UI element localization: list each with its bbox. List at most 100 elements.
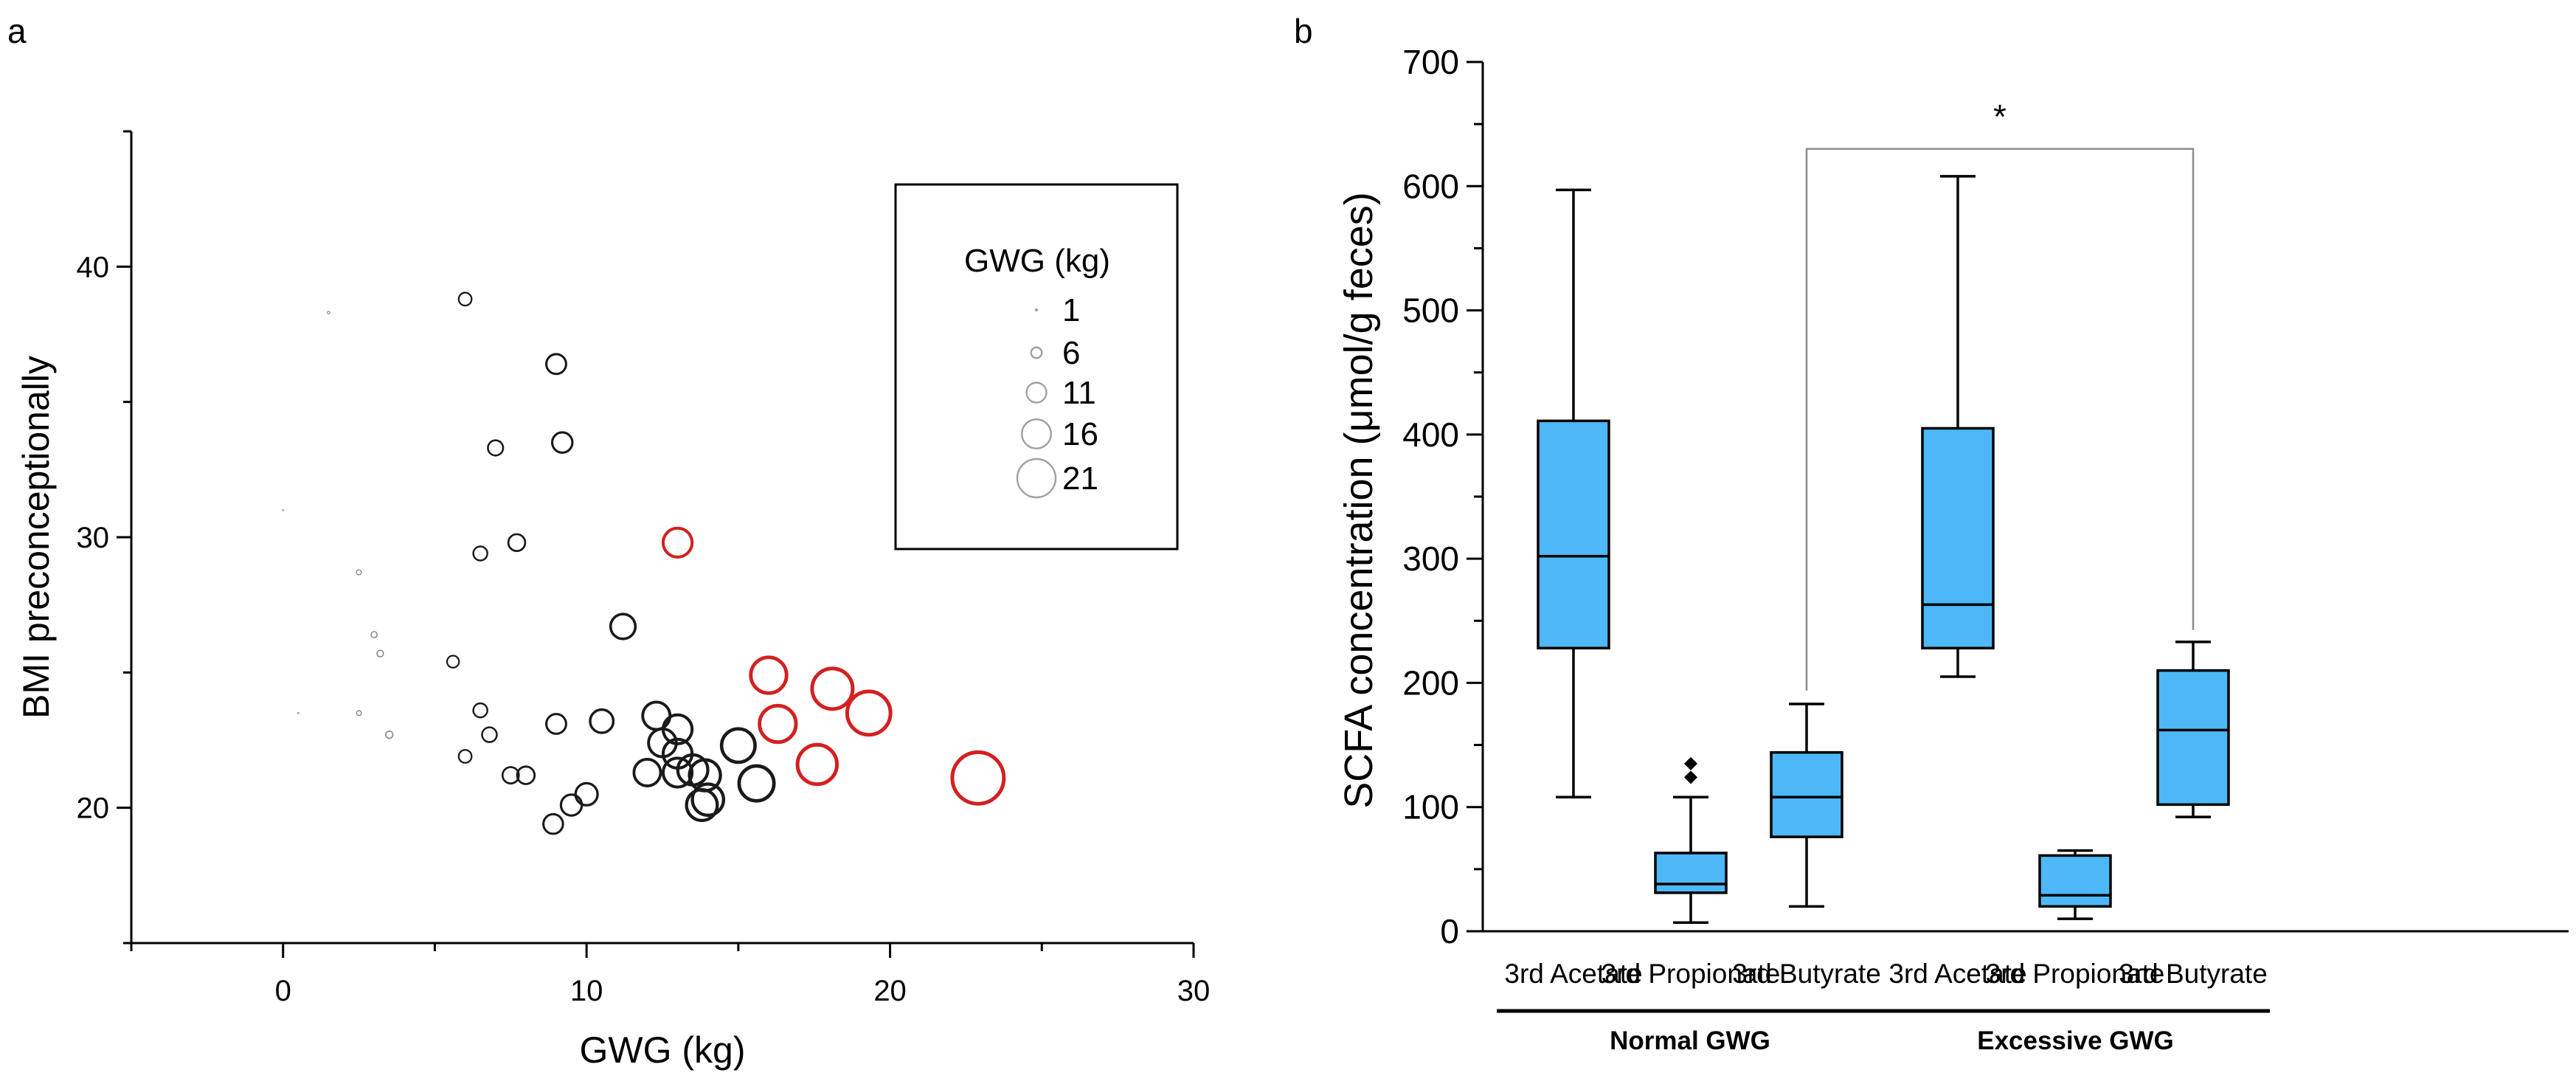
legend-marker	[1034, 308, 1039, 312]
data-point	[545, 713, 567, 735]
significance-bracket: *	[1805, 97, 2195, 691]
data-point	[356, 710, 362, 717]
panel-a-label: a	[7, 12, 27, 50]
data-point	[589, 708, 615, 734]
group-label: Excessive GWG	[1977, 1026, 2174, 1055]
outlier-marker	[1684, 756, 1697, 770]
data-point	[370, 631, 378, 638]
data-point	[481, 726, 498, 743]
y-tick-label: 700	[1402, 43, 1459, 81]
data-point	[749, 655, 789, 695]
legend-entry-label: 11	[1062, 375, 1096, 411]
data-point	[795, 742, 839, 787]
data-point	[758, 703, 798, 745]
x-tick-label: 0	[275, 975, 291, 1007]
data-point	[507, 533, 527, 553]
legend-marker	[1025, 382, 1048, 404]
data-point	[487, 439, 505, 457]
data-point	[446, 655, 460, 669]
legend-entry-label: 1	[1062, 292, 1080, 328]
box	[1921, 427, 1995, 650]
category-label: 3rd Butyrate	[2119, 959, 2268, 989]
x-axis-ticks: 0 10 20 30	[130, 943, 1211, 1007]
data-point	[282, 508, 285, 511]
group-label: Normal GWG	[1610, 1026, 1770, 1055]
data-point	[641, 700, 672, 731]
y-axis-label: SCFA concentration (μmol/g feces)	[1337, 192, 1381, 808]
box	[1770, 750, 1843, 838]
legend-marker	[1021, 418, 1052, 449]
data-point	[690, 782, 726, 817]
legend-marker	[1016, 458, 1057, 499]
y-tick-label: 200	[1402, 663, 1459, 702]
legend-box	[894, 183, 1179, 550]
x-tick-label: 30	[1177, 975, 1211, 1007]
data-point	[472, 545, 488, 562]
x-axis-label: GWG (kg)	[580, 1029, 746, 1071]
legend-entry-label: 16	[1062, 416, 1098, 452]
y-tick-label: 500	[1402, 291, 1459, 330]
data-point	[661, 713, 694, 745]
legend-title: GWG (kg)	[964, 243, 1110, 279]
outlier-marker	[1684, 770, 1697, 784]
data-point	[719, 727, 757, 764]
data-point	[688, 758, 722, 793]
x-tick-label: 20	[873, 975, 907, 1007]
data-point	[737, 764, 776, 803]
y-tick-label: 300	[1402, 539, 1459, 578]
x-tick-label: 10	[570, 975, 603, 1007]
data-point	[516, 765, 536, 785]
y-tick-label: 100	[1402, 788, 1459, 826]
scatter-points	[282, 291, 1006, 835]
legend-entry-label: 21	[1062, 460, 1098, 497]
box	[2156, 669, 2230, 807]
y-tick-label: 20	[77, 793, 110, 825]
group-labels: Normal GWG Excessive GWG	[1497, 1009, 2270, 1055]
significance-marker: *	[1993, 97, 2007, 136]
data-point	[810, 666, 855, 711]
data-point	[385, 730, 394, 739]
y-tick-label: 0	[1440, 912, 1459, 950]
data-point	[501, 766, 520, 785]
y-axis-ticks: 0 100 200 300 400 500 600 700	[1402, 43, 1483, 950]
data-point	[845, 689, 893, 737]
y-axis-label: BMI preconceptionally	[15, 356, 57, 719]
scatter-plot: 0 10 20 30 20 30 40 GWG (kg) BMI preconceptio…	[15, 130, 1211, 1071]
y-tick-label: 600	[1402, 167, 1459, 205]
data-point	[457, 291, 473, 307]
boxes	[1537, 175, 2230, 924]
y-tick-label: 400	[1402, 415, 1459, 454]
category-label: 3rd Propionate	[1602, 959, 1781, 989]
data-point	[376, 649, 384, 657]
data-point	[661, 526, 694, 559]
data-point	[950, 750, 1006, 806]
data-point	[559, 793, 584, 817]
data-point	[472, 702, 488, 719]
data-point	[457, 749, 473, 764]
legend-entry-label: 6	[1062, 335, 1080, 371]
data-point	[356, 569, 362, 576]
category-label: 3rd Propionate	[1986, 959, 2165, 989]
data-point	[327, 311, 330, 315]
data-point	[545, 353, 567, 376]
category-label: 3rd Acetate	[1504, 959, 1642, 989]
box	[1654, 852, 1728, 894]
bracket-line	[1805, 148, 2195, 691]
legend-marker	[1030, 346, 1043, 359]
data-point	[609, 612, 637, 641]
category-label: 3rd Acetate	[1888, 959, 2026, 989]
box	[2038, 854, 2112, 908]
y-axis-ticks: 20 30 40	[77, 130, 131, 945]
data-point	[574, 781, 599, 807]
panel-b-label: b	[1294, 12, 1313, 50]
y-tick-label: 30	[77, 522, 110, 554]
data-point	[550, 431, 574, 454]
data-point	[632, 758, 662, 787]
category-label: 3rd Butyrate	[1732, 959, 1881, 989]
box	[1537, 419, 1610, 650]
